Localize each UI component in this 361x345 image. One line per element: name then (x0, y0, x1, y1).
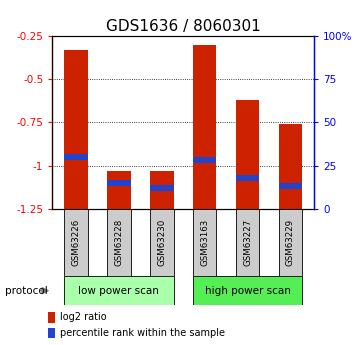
Text: GSM63230: GSM63230 (157, 219, 166, 266)
Bar (64, 50, 88, 209)
Bar (236, 209, 259, 276)
Bar (150, 185, 174, 191)
Bar (279, 124, 302, 209)
Bar (150, 209, 174, 276)
Bar (107, 171, 131, 209)
Bar (150, 171, 174, 209)
Bar (64, 276, 174, 305)
Text: percentile rank within the sample: percentile rank within the sample (60, 328, 226, 338)
Text: GSM63228: GSM63228 (114, 219, 123, 266)
Text: low power scan: low power scan (78, 286, 159, 296)
Bar (48, 312, 55, 323)
Bar (279, 183, 302, 189)
Bar (193, 45, 217, 209)
Text: GSM63227: GSM63227 (243, 219, 252, 266)
Bar (48, 328, 55, 338)
Bar (236, 100, 259, 209)
Bar (236, 175, 259, 181)
Bar (193, 209, 217, 276)
Bar (193, 276, 302, 305)
Text: GSM63229: GSM63229 (286, 219, 295, 266)
Bar (107, 209, 131, 276)
Text: high power scan: high power scan (205, 286, 291, 296)
Text: log2 ratio: log2 ratio (60, 313, 107, 322)
Text: GSM63226: GSM63226 (71, 219, 81, 266)
Bar (193, 157, 217, 164)
Bar (64, 209, 88, 276)
Bar (279, 209, 302, 276)
Text: protocol: protocol (5, 286, 48, 296)
Bar (107, 180, 131, 186)
Text: GSM63163: GSM63163 (200, 219, 209, 266)
Title: GDS1636 / 8060301: GDS1636 / 8060301 (106, 19, 261, 34)
Bar (64, 154, 88, 160)
